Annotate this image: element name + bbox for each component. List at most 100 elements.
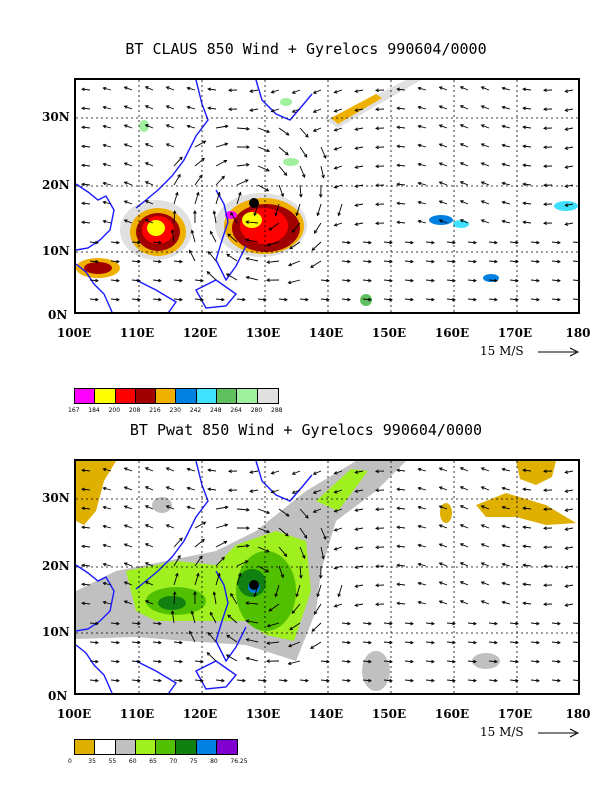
wind-arrow [397, 145, 406, 148]
wind-arrow [425, 279, 435, 282]
wind-arrowhead [321, 555, 325, 560]
wind-arrow [103, 163, 112, 167]
wind-arrowhead [536, 278, 540, 283]
wind-arrowhead [337, 212, 341, 217]
wind-arrow [288, 260, 301, 266]
wind-arrowhead [417, 600, 422, 605]
wind-arrowhead [123, 105, 128, 109]
wind-arrow [257, 298, 267, 301]
wind-arrow [124, 181, 133, 186]
wind-arrow [81, 488, 91, 491]
wind-arrowhead [200, 678, 204, 683]
wind-arrow [215, 541, 227, 548]
panel1-colorbar-swatch [176, 389, 197, 403]
wind-arrow [425, 260, 435, 263]
wind-arrowhead [515, 659, 519, 664]
wind-arrow [446, 260, 456, 263]
wind-arrow [530, 622, 540, 625]
p2-lon-150e: 150E [371, 707, 407, 721]
wind-arrow [191, 230, 196, 243]
wind-arrow [502, 544, 511, 548]
wind-arrowhead [438, 143, 443, 147]
wind-arrowhead [354, 89, 359, 93]
wind-arrow [397, 526, 406, 529]
wind-arrowhead [396, 87, 400, 92]
wind-arrowhead [221, 175, 225, 180]
wind-arrow [89, 279, 99, 282]
panel2-colorbar-label: 0 [68, 758, 72, 765]
wind-arrowhead [410, 259, 414, 264]
wind-arrow [397, 202, 406, 205]
wind-arrowhead [224, 523, 229, 528]
wind-arrowhead [102, 162, 107, 167]
wind-arrow [502, 125, 511, 129]
panel2-colorbar-label: 76.25 [230, 758, 248, 765]
wind-arrowhead [452, 640, 456, 645]
wind-arrowhead [311, 628, 316, 632]
wind-arrow [383, 279, 393, 282]
wind-arrow [523, 88, 532, 91]
wind-arrowhead [578, 241, 580, 244]
wind-arrowhead [410, 297, 414, 302]
wind-arrow [383, 241, 393, 244]
p1-lon-180: 180 [565, 326, 591, 340]
wind-arrow [145, 467, 154, 472]
wind-arrowhead [102, 105, 107, 110]
wind-arrow [124, 124, 133, 129]
p1-lat-30n: 30N [42, 110, 70, 124]
wind-arrow [425, 641, 435, 644]
wind-arrow [189, 250, 196, 262]
wind-arrowhead [280, 193, 285, 198]
p1-lon-120e: 120E [182, 326, 218, 340]
wind-arrowhead [144, 600, 149, 604]
wind-arrow [523, 526, 532, 529]
wind-arrowhead [333, 185, 338, 189]
wind-arrow [341, 660, 351, 663]
wind-arrow [103, 125, 112, 129]
wind-arrow [460, 524, 469, 529]
panel2-colorbar-label: 35 [88, 758, 96, 765]
panel1-scale-label: 15 M/S [480, 344, 524, 358]
wind-arrow [460, 200, 469, 205]
wind-arrow [418, 601, 427, 605]
wind-arrowhead [543, 126, 547, 131]
wind-arrow [439, 486, 448, 491]
wind-arrow [166, 505, 175, 510]
wind-arrowhead [375, 545, 379, 550]
wind-arrow [110, 660, 120, 663]
wind-arrow [502, 563, 511, 567]
wind-arrowhead [312, 490, 317, 494]
wind-arrowhead [291, 471, 296, 475]
wind-arrowhead [438, 486, 443, 490]
wind-arrowhead [480, 486, 485, 490]
wind-arrowhead [368, 659, 372, 664]
wind-arrowhead [564, 89, 569, 93]
wind-arrow [187, 487, 196, 491]
wind-arrowhead [578, 298, 580, 301]
wind-arrow [299, 127, 309, 138]
wind-arrowhead [246, 126, 250, 131]
wind-arrow [404, 298, 414, 301]
wind-arrow [236, 179, 249, 186]
wind-arrowhead [494, 659, 498, 664]
wind-arrow [439, 543, 448, 548]
wind-arrow [268, 603, 280, 612]
panel2-colorbar-swatch [75, 740, 96, 754]
wind-arrow [446, 279, 456, 282]
wind-arrowhead [389, 259, 393, 264]
wind-arrowhead [410, 678, 414, 683]
wind-arrowhead [333, 566, 338, 570]
wind-arrowhead [536, 640, 540, 645]
wind-arrowhead [368, 297, 372, 302]
wind-arrowhead [175, 191, 179, 196]
wind-arrowhead [375, 202, 379, 207]
wind-arrowhead [245, 619, 250, 623]
panel1-colorbar-swatch [75, 389, 96, 403]
wind-arrow [288, 279, 301, 284]
wind-arrowhead [459, 505, 464, 509]
wind-arrow [418, 182, 427, 186]
wind-arrowhead [564, 508, 569, 512]
wind-arrow [246, 276, 259, 281]
wind-arrow [257, 527, 270, 533]
wind-arrowhead [291, 109, 296, 113]
